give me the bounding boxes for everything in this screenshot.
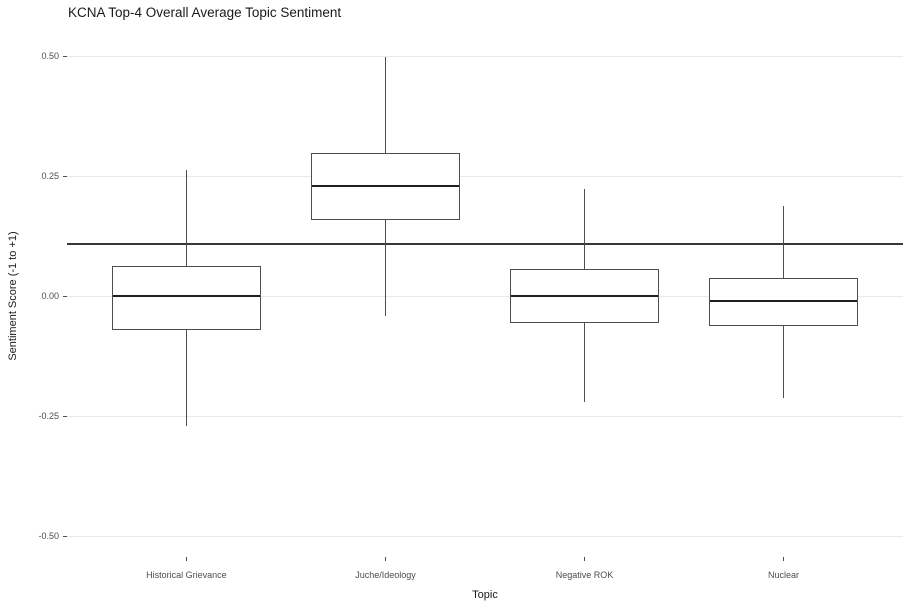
- gridline: [67, 176, 903, 178]
- plot-panel: [67, 33, 903, 557]
- x-category-label: Negative ROK: [555, 570, 614, 580]
- median-line: [311, 184, 460, 187]
- y-tick-mark: [62, 176, 67, 178]
- y-tick-label: -0.25: [38, 411, 59, 422]
- x-tick-mark: [783, 557, 785, 561]
- y-tick-mark: [62, 536, 67, 538]
- x-axis-title: Topic: [472, 589, 498, 601]
- gridline: [67, 416, 903, 418]
- y-tick-label: 0.25: [41, 171, 59, 182]
- y-tick-mark: [62, 416, 67, 418]
- x-category-label: Nuclear: [768, 570, 800, 580]
- box: [708, 277, 859, 326]
- reference-line: [67, 242, 903, 245]
- x-tick-mark: [384, 557, 386, 561]
- x-tick-mark: [584, 557, 586, 561]
- box: [509, 269, 660, 324]
- box: [111, 265, 262, 331]
- gridline: [67, 296, 903, 298]
- y-tick-mark: [62, 296, 67, 298]
- gridline: [67, 56, 903, 58]
- x-category-label: Juche/Ideology: [355, 570, 416, 580]
- median-line: [709, 300, 858, 303]
- y-tick-label: 0.00: [41, 291, 59, 302]
- median-line: [510, 295, 659, 298]
- box: [310, 152, 461, 220]
- y-tick-label: 0.50: [41, 51, 59, 62]
- chart-title: KCNA Top-4 Overall Average Topic Sentime…: [68, 5, 342, 20]
- x-tick-mark: [185, 557, 187, 561]
- gridline: [67, 536, 903, 538]
- y-tick-mark: [62, 56, 67, 58]
- x-category-label: Historical Grievance: [146, 570, 227, 580]
- y-tick-label: -0.50: [38, 531, 59, 542]
- median-line: [112, 295, 261, 298]
